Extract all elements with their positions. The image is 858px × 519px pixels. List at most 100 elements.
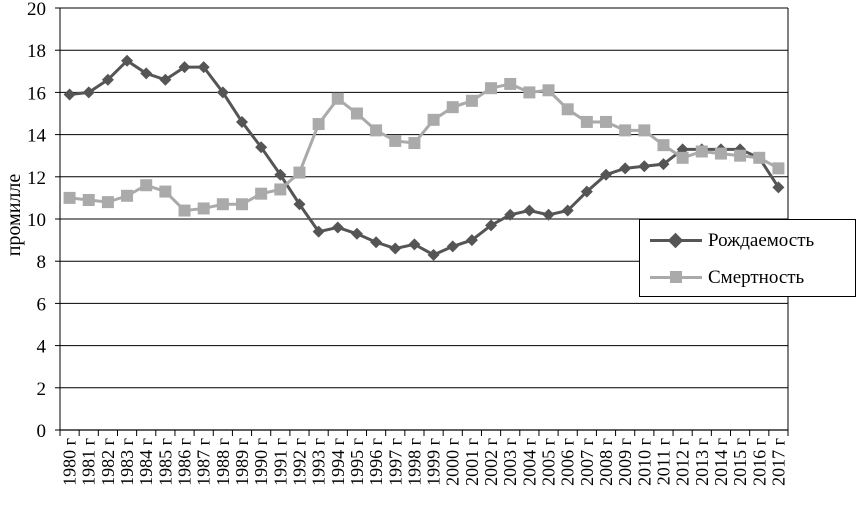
- data-point-deaths: [370, 124, 383, 137]
- data-point-deaths: [580, 115, 593, 128]
- x-tick-label: 2004 г: [519, 438, 539, 486]
- data-point-births: [159, 73, 172, 86]
- x-tick-label: 1989 г: [232, 438, 252, 486]
- data-point-births: [293, 198, 306, 211]
- y-tick-label: 10: [27, 210, 46, 231]
- legend-swatch-births: [650, 229, 702, 253]
- x-tick-label: 2010 г: [634, 438, 654, 486]
- y-tick-label: 12: [27, 168, 46, 189]
- data-point-births: [408, 238, 421, 251]
- data-point-births: [140, 67, 153, 80]
- y-tick-label: 4: [37, 337, 47, 358]
- data-point-deaths: [178, 204, 191, 217]
- x-tick-label: 2014 г: [711, 438, 731, 486]
- data-point-births: [657, 158, 670, 171]
- data-point-births: [63, 88, 76, 101]
- data-point-deaths: [772, 162, 785, 175]
- x-tick-label: 2015 г: [730, 438, 750, 486]
- x-tick-label: 2009 г: [615, 438, 635, 486]
- data-point-births: [504, 208, 517, 221]
- data-point-deaths: [753, 151, 766, 164]
- data-point-deaths: [350, 107, 363, 120]
- x-tick-label: 1981 г: [79, 438, 99, 486]
- data-point-births: [619, 162, 632, 175]
- data-point-deaths: [676, 151, 689, 164]
- data-point-deaths: [657, 139, 670, 152]
- x-tick-label: 1982 г: [98, 438, 118, 486]
- data-point-births: [197, 61, 210, 74]
- data-point-deaths: [236, 198, 248, 211]
- x-tick-label: 2006 г: [558, 438, 578, 486]
- x-tick-label: 1980 г: [60, 438, 80, 486]
- data-point-births: [121, 54, 134, 67]
- data-point-births: [236, 115, 248, 128]
- data-point-deaths: [465, 94, 478, 107]
- data-point-deaths: [485, 82, 498, 95]
- y-tick-label: 8: [37, 252, 47, 273]
- data-point-births: [542, 208, 555, 221]
- data-point-deaths: [714, 147, 727, 160]
- x-tick-label: 2000 г: [443, 438, 463, 486]
- data-point-deaths: [101, 196, 114, 209]
- data-point-births: [216, 86, 229, 99]
- y-tick-label: 0: [37, 421, 47, 442]
- legend-label-births: Рождаемость: [708, 230, 815, 251]
- data-point-deaths: [331, 92, 344, 105]
- data-point-deaths: [427, 113, 440, 126]
- y-tick-label: 20: [27, 0, 46, 20]
- data-point-births: [274, 168, 287, 181]
- x-tick-label: 2016 г: [749, 438, 769, 486]
- legend-item-births: Рождаемость: [640, 229, 814, 253]
- x-tick-label: 2002 г: [481, 438, 501, 486]
- x-tick-label: 1992 г: [289, 438, 309, 486]
- legend: Рождаемость Смертность: [639, 219, 856, 297]
- data-point-births: [255, 141, 268, 154]
- x-tick-label: 2001 г: [462, 438, 482, 486]
- data-point-births: [485, 219, 498, 232]
- data-point-deaths: [389, 134, 402, 147]
- x-tick-label: 2007 г: [577, 438, 597, 486]
- x-tick-label: 1991 г: [270, 438, 290, 486]
- data-point-births: [561, 204, 574, 217]
- data-point-births: [427, 248, 440, 261]
- data-point-deaths: [63, 191, 76, 204]
- data-point-births: [178, 61, 191, 74]
- x-tick-label: 1987 г: [194, 438, 214, 486]
- data-point-births: [82, 86, 95, 99]
- data-point-deaths: [619, 124, 632, 137]
- x-tick-label: 2012 г: [673, 438, 693, 486]
- data-point-deaths: [121, 189, 134, 202]
- data-point-births: [350, 227, 363, 240]
- data-point-deaths: [561, 103, 574, 116]
- data-point-deaths: [293, 166, 306, 179]
- data-point-births: [446, 240, 459, 253]
- data-point-deaths: [197, 202, 210, 215]
- data-point-births: [370, 236, 383, 249]
- x-tick-label: 1994 г: [328, 438, 348, 486]
- data-point-deaths: [216, 198, 229, 211]
- data-point-births: [101, 73, 114, 86]
- data-point-births: [600, 168, 612, 181]
- y-tick-label: 16: [27, 83, 46, 104]
- data-point-deaths: [312, 118, 325, 131]
- data-point-deaths: [82, 194, 95, 207]
- x-tick-label: 1990 г: [251, 438, 271, 486]
- data-point-deaths: [695, 145, 708, 158]
- legend-label-deaths: Смертность: [708, 267, 805, 288]
- data-point-deaths: [734, 149, 747, 162]
- data-point-deaths: [542, 84, 555, 97]
- data-point-births: [312, 225, 325, 238]
- x-tick-label: 2008 г: [596, 438, 616, 486]
- x-tick-label: 1996 г: [366, 438, 386, 486]
- y-tick-label: 14: [27, 126, 47, 147]
- x-tick-label: 1999 г: [424, 438, 444, 486]
- data-point-deaths: [600, 115, 612, 128]
- data-point-deaths: [274, 183, 287, 196]
- data-point-deaths: [408, 137, 421, 150]
- legend-item-deaths: Смертность: [640, 266, 804, 290]
- data-point-births: [772, 181, 785, 194]
- data-point-births: [523, 204, 536, 217]
- x-tick-label: 1984 г: [136, 438, 156, 486]
